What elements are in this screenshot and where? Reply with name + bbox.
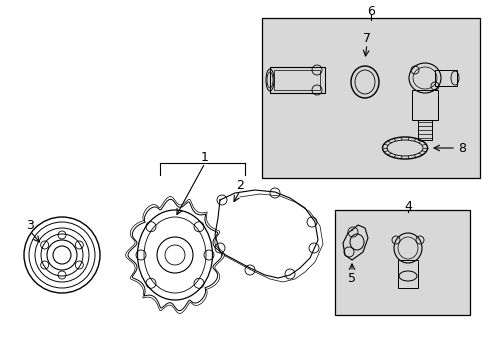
Text: 4: 4 xyxy=(403,199,411,212)
Bar xyxy=(334,210,469,315)
Text: 1: 1 xyxy=(201,150,208,163)
Text: 8: 8 xyxy=(457,141,465,154)
Bar xyxy=(434,70,456,86)
Bar xyxy=(273,70,319,90)
Text: 7: 7 xyxy=(362,32,370,45)
Bar xyxy=(262,18,479,178)
Text: 6: 6 xyxy=(366,5,374,18)
Bar xyxy=(397,260,417,288)
Bar xyxy=(417,120,431,140)
Bar xyxy=(411,90,437,120)
Bar xyxy=(269,67,325,93)
Text: 3: 3 xyxy=(26,219,34,231)
Text: 2: 2 xyxy=(236,179,244,192)
Text: 5: 5 xyxy=(347,271,355,284)
